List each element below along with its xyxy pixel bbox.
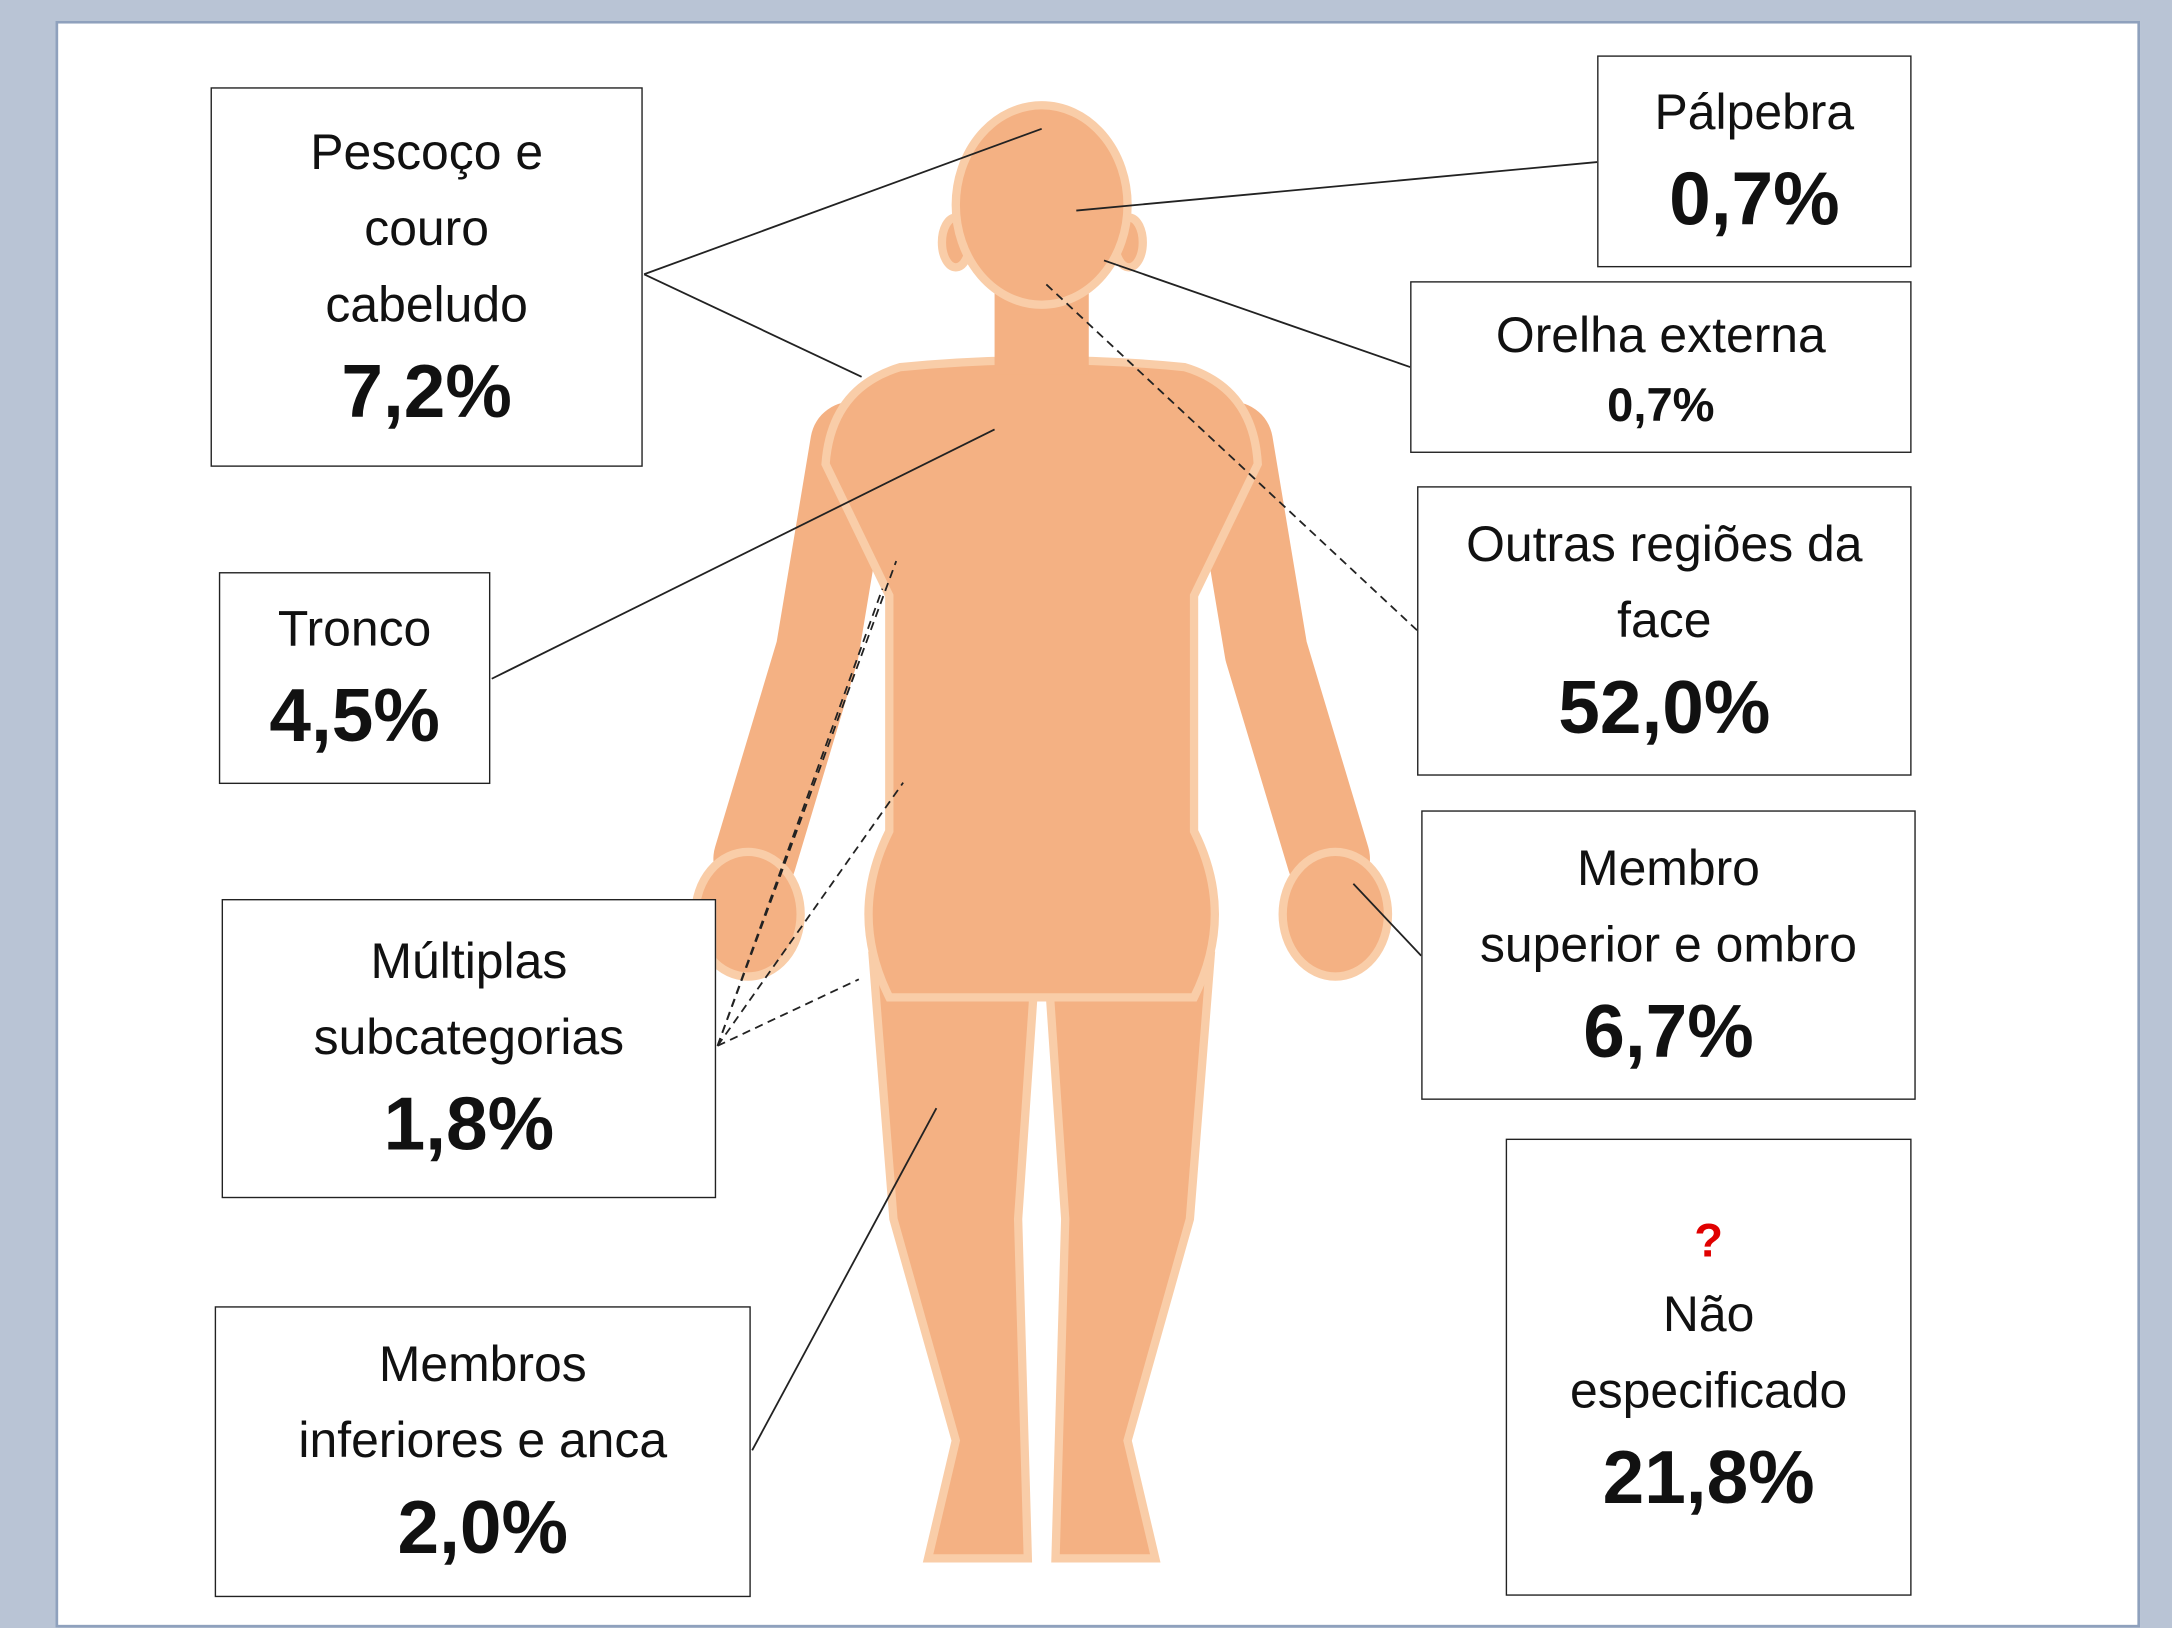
region-box: Pescoço e couro cabeludo 7,2%: [210, 87, 643, 467]
region-label: Não: [1662, 1285, 1755, 1343]
region-value: 0,7%: [1607, 378, 1715, 432]
region-label: Membros: [378, 1335, 587, 1393]
region-value: 0,7%: [1669, 157, 1840, 242]
region-label: Tronco: [277, 599, 432, 657]
region-label: couro: [364, 198, 490, 256]
region-label: subcategorias: [313, 1008, 625, 1066]
region-label: Outras regiões da: [1466, 514, 1863, 572]
region-box: Pálpebra 0,7%: [1597, 55, 1912, 268]
region-label: Pescoço e: [310, 122, 544, 180]
region-label: superior e ombro: [1479, 914, 1857, 972]
region-box: Membro superior e ombro 6,7%: [1421, 810, 1916, 1100]
region-label: cabeludo: [325, 274, 528, 332]
region-label: face: [1617, 590, 1712, 648]
region-box: Outras regiões da face 52,0%: [1417, 486, 1912, 776]
region-box: Múltiplas subcategorias 1,8%: [221, 898, 717, 1199]
region-label: inferiores e anca: [298, 1411, 668, 1469]
leader-lines: [491, 127, 1598, 1451]
region-box: Membros inferiores e anca 2,0%: [214, 1306, 751, 1598]
unknown-mark: ?: [1694, 1214, 1724, 1268]
region-value: 4,5%: [269, 674, 440, 758]
region-box: Orelha externa 0,7%: [1410, 281, 1912, 453]
region-value: 52,0%: [1558, 665, 1771, 749]
region-value: 7,2%: [341, 349, 512, 433]
region-label: Orelha externa: [1495, 305, 1826, 363]
region-value: 1,8%: [383, 1083, 555, 1167]
region-box: ? Não especificado 21,8%: [1505, 1138, 1912, 1596]
region-value: 2,0%: [397, 1486, 568, 1570]
region-label: especificado: [1570, 1361, 1848, 1419]
region-label: Membro: [1577, 838, 1760, 896]
region-value: 6,7%: [1583, 989, 1754, 1073]
region-value: 21,8%: [1602, 1436, 1815, 1520]
region-box: Tronco 4,5%: [218, 572, 491, 785]
body-silhouette: [691, 101, 1393, 1563]
region-label: Múltiplas: [370, 932, 568, 990]
region-label: Pálpebra: [1654, 83, 1855, 140]
